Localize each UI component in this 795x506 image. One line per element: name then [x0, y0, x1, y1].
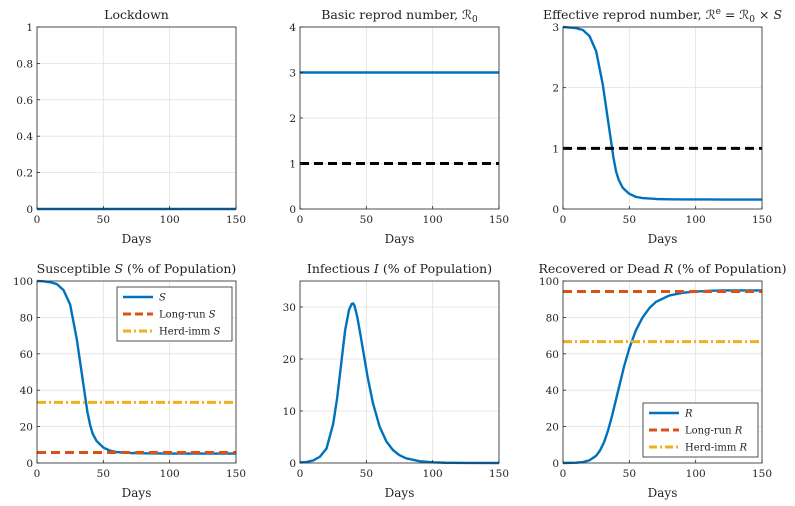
legend-label: Herd-imm S — [159, 327, 221, 338]
x-axis-label: Days — [122, 486, 152, 500]
x-axis-label: Days — [122, 232, 152, 246]
x-tick-label: 0 — [297, 468, 304, 480]
series-line-r — [562, 289, 762, 465]
chart-panel-recovered: 0 50 100 150 0 20 40 60 80 100 Days Recovered or De… — [538, 261, 786, 500]
y-tick-label: 0.8 — [16, 58, 33, 70]
x-tick-label: 100 — [686, 468, 706, 480]
y-tick-label: 1 — [289, 159, 296, 171]
y-tick-label: 80 — [20, 312, 33, 324]
x-tick-label: 100 — [686, 214, 706, 226]
legend-label: R — [684, 409, 693, 420]
x-tick-label: 150 — [226, 468, 246, 480]
x-tick-label: 50 — [360, 214, 373, 226]
y-tick-label: 0.4 — [16, 131, 33, 143]
x-axis-label: Days — [385, 486, 415, 500]
chart-panel-susceptible: 0 50 100 150 0 20 40 60 80 100 Days Susceptible S (… — [13, 261, 246, 500]
chart-panel-lockdown: 0 50 100 150 0 0.2 0.4 0.6 0.8 1 Days Lockdown — [16, 7, 246, 246]
chart-panel-r0: 0 50 100 150 0 1 2 3 4 Days Basic reprod number, ℛ… — [289, 7, 509, 246]
series-line-0 — [562, 25, 762, 201]
y-tick-label: 0 — [26, 458, 33, 470]
y-tick-label: 0.6 — [16, 95, 33, 107]
plot-area — [300, 281, 499, 463]
x-tick-label: 0 — [34, 214, 41, 226]
x-tick-label: 50 — [623, 214, 636, 226]
x-tick-label: 150 — [752, 214, 772, 226]
x-tick-label: 150 — [226, 214, 246, 226]
y-tick-label: 0 — [289, 204, 296, 216]
y-tick-label: 20 — [283, 354, 296, 366]
chart-title: Basic reprod number, ℛ0 — [321, 7, 478, 25]
series-line-0 — [299, 302, 500, 465]
x-axis-label: Days — [385, 232, 415, 246]
y-tick-label: 1 — [26, 22, 33, 34]
y-tick-label: 40 — [546, 385, 559, 397]
axes-box — [299, 280, 500, 464]
x-axis-label: Days — [648, 486, 678, 500]
legend-label: S — [159, 293, 166, 304]
y-tick-label: 0 — [552, 204, 559, 216]
y-tick-label: 100 — [13, 276, 33, 288]
y-tick-label: 2 — [289, 113, 296, 125]
axes-box — [562, 280, 763, 464]
y-tick-label: 100 — [539, 276, 559, 288]
x-tick-label: 0 — [34, 468, 41, 480]
x-tick-label: 100 — [160, 468, 180, 480]
legend: R Long-run R Herd-imm R — [642, 402, 759, 458]
x-tick-label: 100 — [160, 214, 180, 226]
x-tick-label: 150 — [489, 468, 509, 480]
chart-title: Effective reprod number, ℛe = ℛ0 × S — [543, 7, 782, 25]
y-tick-label: 4 — [289, 22, 296, 34]
chart-title: Recovered or Dead R (% of Population) — [538, 261, 786, 276]
y-tick-label: 0.2 — [16, 168, 33, 180]
x-tick-label: 100 — [423, 468, 443, 480]
axes-box — [36, 280, 237, 464]
x-tick-label: 150 — [752, 468, 772, 480]
legend: S Long-run S Herd-imm S — [116, 286, 233, 342]
axes-box — [36, 26, 237, 210]
chart-title: Infectious I (% of Population) — [307, 261, 492, 276]
y-tick-label: 60 — [546, 349, 559, 361]
y-tick-label: 3 — [552, 22, 559, 34]
x-tick-label: 50 — [97, 468, 110, 480]
chart-title: Lockdown — [104, 7, 169, 22]
x-tick-label: 0 — [560, 214, 567, 226]
y-tick-label: 0 — [289, 458, 296, 470]
x-tick-label: 150 — [489, 214, 509, 226]
y-tick-label: 30 — [283, 302, 296, 314]
y-tick-label: 20 — [20, 422, 33, 434]
legend-label: Long-run S — [159, 310, 216, 321]
chart-panel-infectious: 0 50 100 150 0 10 20 30 Days Infectious I (% of P… — [283, 261, 509, 500]
x-tick-label: 100 — [423, 214, 443, 226]
x-tick-label: 50 — [360, 468, 373, 480]
plot-area — [563, 27, 762, 209]
y-tick-label: 40 — [20, 385, 33, 397]
axes-box — [562, 26, 763, 210]
y-tick-label: 20 — [546, 422, 559, 434]
legend-label: Herd-imm R — [685, 443, 748, 454]
y-tick-label: 2 — [552, 83, 559, 95]
plot-area — [37, 27, 236, 209]
y-tick-label: 0 — [552, 458, 559, 470]
y-tick-label: 1 — [552, 143, 559, 155]
x-axis-label: Days — [648, 232, 678, 246]
chart-title: Susceptible S (% of Population) — [37, 261, 237, 276]
x-tick-label: 0 — [297, 214, 304, 226]
y-tick-label: 80 — [546, 312, 559, 324]
x-tick-label: 0 — [560, 468, 567, 480]
x-tick-label: 50 — [623, 468, 636, 480]
y-tick-label: 60 — [20, 349, 33, 361]
x-tick-label: 50 — [97, 214, 110, 226]
y-tick-label: 0 — [26, 204, 33, 216]
y-tick-label: 3 — [289, 68, 296, 80]
y-tick-label: 10 — [283, 406, 296, 418]
chart-panel-re: 0 50 100 150 0 1 2 3 Days Effective reprod number… — [543, 7, 782, 246]
legend-label: Long-run R — [685, 426, 743, 437]
